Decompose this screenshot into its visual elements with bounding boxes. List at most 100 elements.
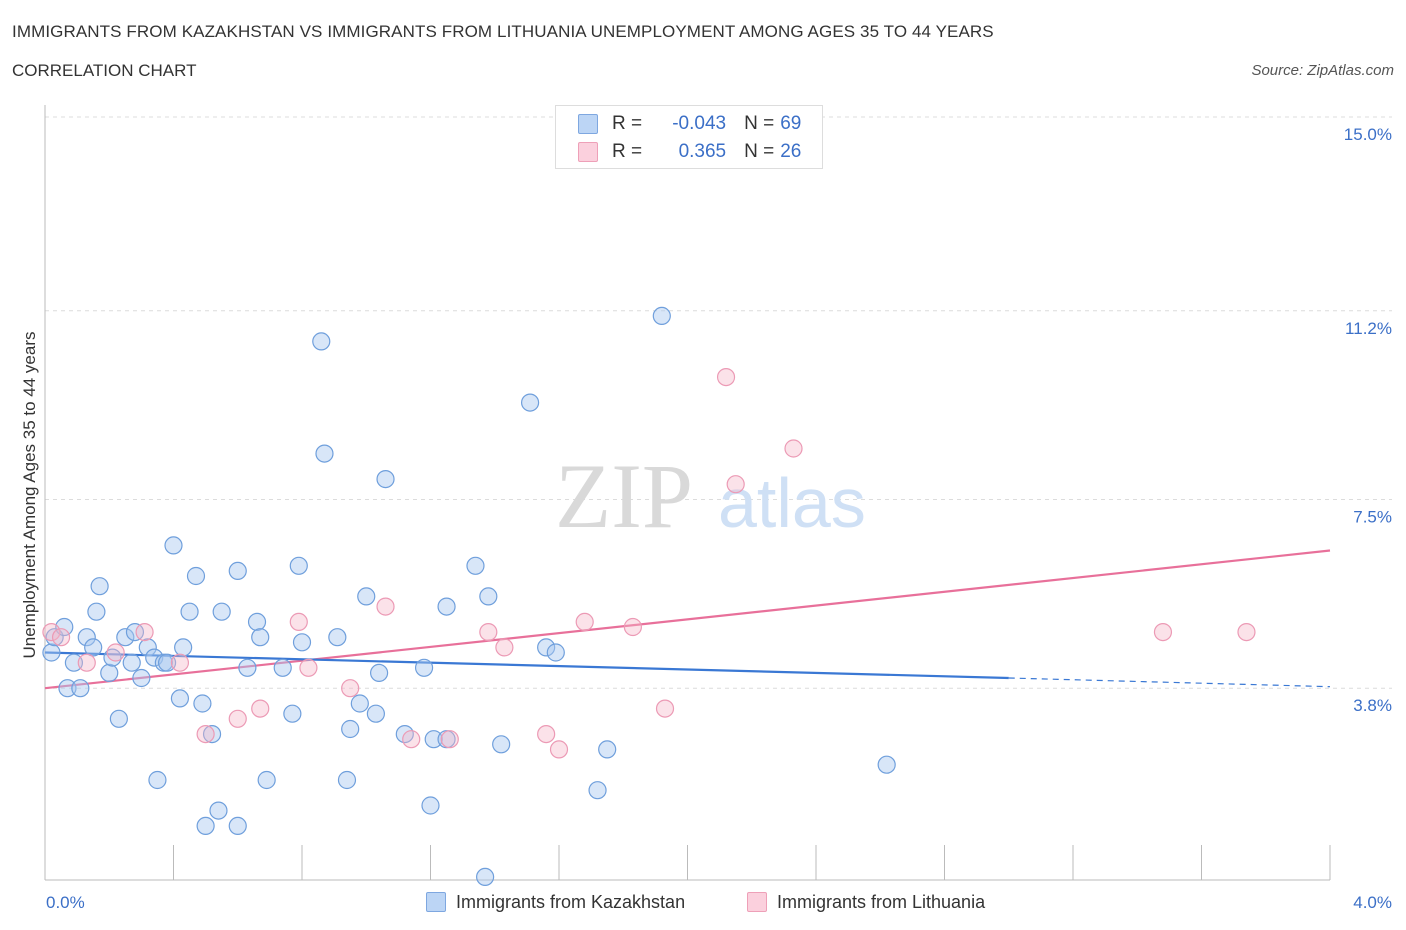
point-kazakhstan xyxy=(337,770,357,790)
point-kazakhstan xyxy=(312,332,331,351)
n-value: 69 xyxy=(780,113,802,134)
legend-label: Immigrants from Kazakhstan xyxy=(456,891,686,912)
point-kazakhstan xyxy=(292,633,312,652)
chart-title: IMMIGRANTS FROM KAZAKHSTAN VS IMMIGRANTS… xyxy=(12,22,994,41)
point-lithuania xyxy=(549,740,569,759)
point-kazakhstan xyxy=(520,393,540,412)
point-kazakhstan xyxy=(84,638,103,657)
point-kazakhstan xyxy=(537,638,556,657)
n-label: N = xyxy=(744,113,775,134)
point-kazakhstan xyxy=(421,796,440,815)
point-lithuania xyxy=(655,699,675,718)
point-kazakhstan xyxy=(212,602,231,621)
point-kazakhstan xyxy=(652,306,671,325)
point-lithuania xyxy=(42,622,61,642)
legend-swatch-pink xyxy=(747,892,767,912)
source-credit: Source: ZipAtlas.com xyxy=(1251,62,1394,79)
legend-row-kazakhstan: R = -0.043 N = 69 xyxy=(578,113,801,135)
point-kazakhstan xyxy=(77,628,96,647)
point-kazakhstan xyxy=(479,587,498,606)
point-kazakhstan xyxy=(247,612,267,632)
y-tick-label: 7.5% xyxy=(1353,508,1392,527)
point-kazakhstan xyxy=(90,577,109,596)
point-kazakhstan xyxy=(273,658,292,677)
point-lithuania xyxy=(537,724,556,744)
r-label: R = xyxy=(612,141,643,162)
point-lithuania xyxy=(299,658,318,677)
point-kazakhstan xyxy=(228,561,247,581)
point-kazakhstan xyxy=(466,556,485,575)
point-kazakhstan xyxy=(174,638,193,657)
point-lithuania xyxy=(170,653,190,672)
point-kazakhstan xyxy=(283,704,302,723)
point-kazakhstan xyxy=(437,597,456,616)
point-kazakhstan xyxy=(251,628,270,647)
point-kazakhstan xyxy=(202,724,222,744)
point-kazakhstan xyxy=(341,719,360,739)
point-kazakhstan xyxy=(170,689,190,708)
point-kazakhstan xyxy=(42,643,61,662)
point-lithuania xyxy=(575,612,594,632)
point-kazakhstan xyxy=(424,730,443,749)
point-lithuania xyxy=(784,439,803,458)
point-lithuania xyxy=(440,730,459,749)
point-kazakhstan xyxy=(71,679,90,698)
y-tick-label: 11.2% xyxy=(1345,319,1392,338)
point-lithuania xyxy=(479,622,498,642)
point-kazakhstan xyxy=(116,628,135,647)
trend-line-kazakhstan xyxy=(44,651,1009,680)
point-kazakhstan xyxy=(100,663,119,683)
point-kazakhstan xyxy=(588,781,607,800)
point-kazakhstan xyxy=(238,658,257,677)
point-kazakhstan xyxy=(350,694,369,713)
point-kazakhstan xyxy=(148,770,167,790)
grid-lines xyxy=(45,116,1392,689)
point-kazakhstan xyxy=(414,658,434,677)
point-kazakhstan xyxy=(598,740,617,759)
legend-swatch-pink xyxy=(578,142,598,162)
point-kazakhstan xyxy=(125,622,145,642)
y-tick-label: 15.0% xyxy=(1344,125,1392,144)
axes xyxy=(44,105,1331,881)
point-kazakhstan xyxy=(315,444,334,463)
point-lithuania xyxy=(135,622,154,642)
point-kazakhstan xyxy=(109,709,128,728)
r-value: -0.043 xyxy=(672,113,727,134)
legend-label: Immigrants from Lithuania xyxy=(777,891,986,912)
y-tick-label: 3.8% xyxy=(1353,696,1392,715)
point-kazakhstan xyxy=(209,801,228,820)
point-kazakhstan xyxy=(546,643,565,662)
point-lithuania xyxy=(51,628,71,647)
point-lithuania xyxy=(106,643,125,662)
x-tick-label: 0.0% xyxy=(46,893,85,912)
point-kazakhstan xyxy=(87,602,106,621)
trend-lines xyxy=(44,549,1331,690)
point-kazakhstan xyxy=(64,653,84,672)
point-kazakhstan xyxy=(122,653,141,672)
point-kazakhstan xyxy=(164,536,183,555)
stats-legend: R = -0.043 N = 69 R = 0.365 N = 26 xyxy=(555,105,823,169)
point-lithuania xyxy=(376,597,395,616)
n-value: 26 xyxy=(780,141,802,162)
point-lithuania xyxy=(196,724,215,744)
x-tick-label: 4.0% xyxy=(1353,893,1392,912)
point-kazakhstan xyxy=(877,755,896,774)
point-kazakhstan xyxy=(138,638,157,657)
watermark-zip: ZIP xyxy=(555,445,693,547)
data-points xyxy=(42,306,1256,887)
point-lithuania xyxy=(228,709,247,728)
point-kazakhstan xyxy=(186,566,206,586)
legend-swatch-blue xyxy=(578,114,598,134)
point-kazakhstan xyxy=(492,735,511,754)
point-kazakhstan xyxy=(157,653,177,672)
point-lithuania xyxy=(1237,622,1256,642)
point-kazakhstan xyxy=(328,628,347,647)
point-kazakhstan xyxy=(228,816,247,836)
point-lithuania xyxy=(726,475,745,494)
point-kazakhstan xyxy=(132,668,151,688)
r-label: R = xyxy=(612,113,643,134)
chart-subtitle: CORRELATION CHART xyxy=(12,61,197,80)
point-kazakhstan xyxy=(193,694,212,713)
trend-line-kazakhstan-extension xyxy=(1008,677,1331,688)
